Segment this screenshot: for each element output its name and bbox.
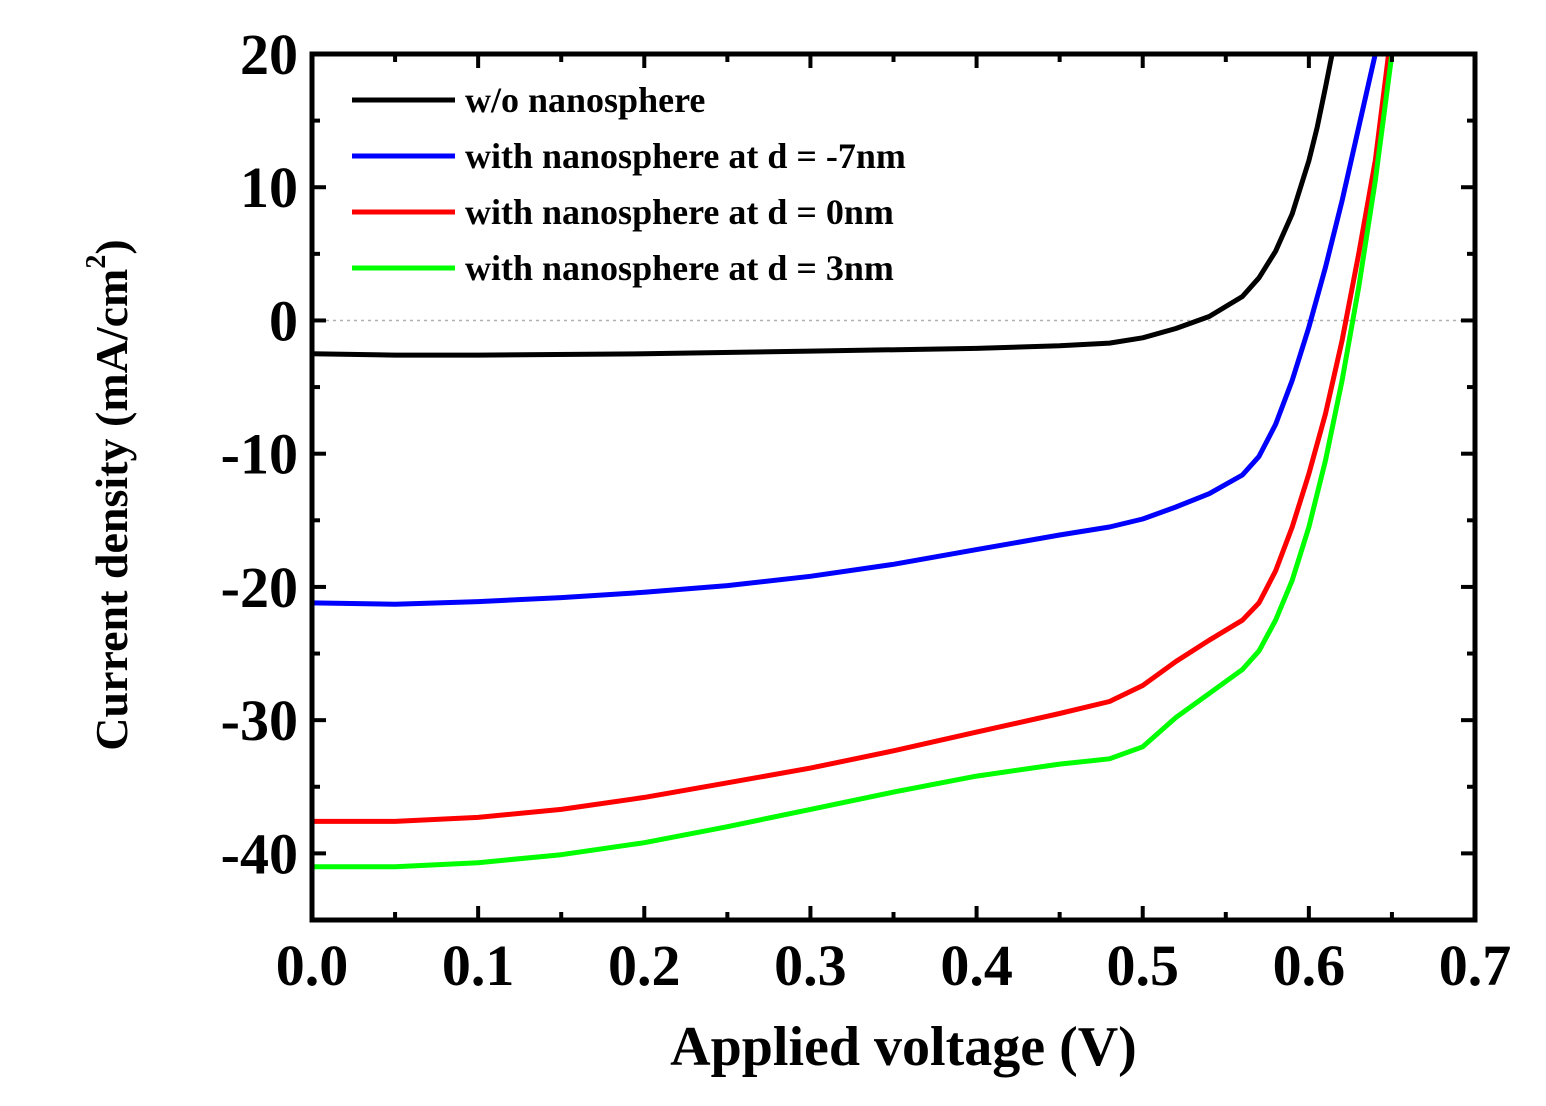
legend: w/o nanosphere with nanosphere at d = -7n… <box>352 80 906 288</box>
y-axis-title-main: Current density (mA/cm <box>86 269 137 751</box>
series-line-3 <box>312 54 1395 870</box>
y-tick-labels: 20 10 0 -10 -20 -30 -40 <box>221 22 298 886</box>
x-axis-title: Applied voltage (V) <box>670 1016 1137 1078</box>
series-line-1 <box>312 54 1378 607</box>
series-line-0 <box>312 54 1335 358</box>
legend-label-3: with nanosphere at d = 3nm <box>465 248 894 288</box>
series-layer <box>312 54 1395 870</box>
legend-label-0: w/o nanosphere <box>465 80 705 120</box>
x-tick-label: 0.3 <box>774 933 847 998</box>
legend-label-1: with nanosphere at d = -7nm <box>465 136 906 176</box>
x-tick-label: 0.0 <box>276 933 349 998</box>
x-tick-label: 0.4 <box>940 933 1013 998</box>
x-tick-label: 0.7 <box>1439 933 1512 998</box>
y-tick-label: 10 <box>240 155 298 220</box>
y-tick-label: -20 <box>221 555 298 620</box>
y-axis-title-superscript: 2 <box>81 255 112 269</box>
series-line-2 <box>312 54 1392 824</box>
legend-label-2: with nanosphere at d = 0nm <box>465 192 894 232</box>
y-axis-title: Current density (mA/cm2) <box>81 239 137 750</box>
y-tick-label: -30 <box>221 688 298 753</box>
y-tick-label: -10 <box>221 422 298 487</box>
y-tick-label: -40 <box>221 821 298 886</box>
y-tick-label: 0 <box>269 288 298 353</box>
y-axis-title-close: ) <box>86 239 137 254</box>
x-tick-label: 0.6 <box>1273 933 1346 998</box>
x-tick-label: 0.5 <box>1106 933 1179 998</box>
y-tick-label: 20 <box>240 22 298 87</box>
x-tick-labels: 0.0 0.1 0.2 0.3 0.4 0.5 0.6 0.7 <box>276 933 1512 998</box>
x-tick-label: 0.2 <box>608 933 681 998</box>
tick-layer <box>310 52 1477 922</box>
x-tick-label: 0.1 <box>442 933 515 998</box>
